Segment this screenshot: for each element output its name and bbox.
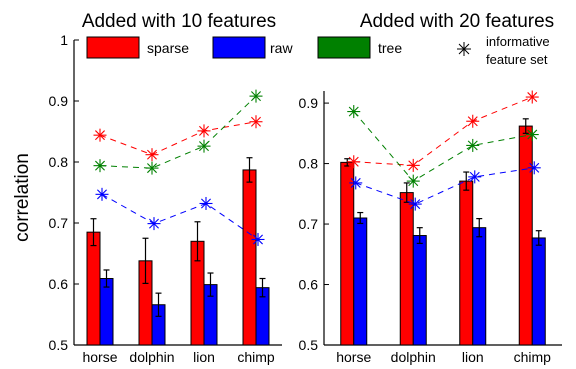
informative-marker-raw-chimp: [527, 161, 541, 175]
legend: sparse raw tree informative feature set: [86, 34, 550, 67]
informative-line-sparse: [353, 96, 533, 166]
informative-marker-sparse-lion: [197, 124, 211, 138]
legend-swatch-tree: [317, 36, 371, 59]
panel-title: Added with 20 features: [360, 11, 554, 32]
legend-label-raw: raw: [270, 40, 293, 56]
y-tick-label: 0.5: [299, 337, 319, 353]
bar-raw-horse: [99, 278, 114, 346]
bar-raw-chimp: [531, 237, 546, 346]
informative-marker-tree-lion: [466, 138, 480, 152]
informative-marker-sparse-lion: [466, 114, 480, 128]
panel-2: Added with 20 features 0.5 0.6 0.7 0.8 0.9 hor…: [299, 11, 562, 365]
informative-marker-tree-dolphin: [406, 174, 420, 188]
legend-swatch-raw: [212, 36, 266, 59]
panel-1: Added with 10 features correlation 0.5 0.6 0…: [12, 11, 282, 365]
y-tick-label: 0.8: [49, 154, 69, 170]
legend-label-tree: tree: [378, 40, 402, 56]
informative-marker-tree-horse: [347, 105, 361, 119]
bar-raw-dolphin: [412, 235, 427, 346]
informative-marker-sparse-dolphin: [145, 148, 159, 162]
informative-marker-raw-dolphin: [147, 217, 161, 231]
informative-marker-sparse-horse: [93, 128, 107, 142]
y-tick-label: 0.9: [49, 93, 69, 109]
y-tick-label: 0.6: [299, 277, 319, 293]
informative-marker-raw-lion: [199, 196, 213, 210]
informative-line-raw: [355, 167, 535, 205]
y-tick-label: 0.5: [49, 337, 69, 353]
bar-sparse-horse: [86, 231, 101, 346]
bar-raw-lion: [472, 227, 487, 346]
legend-swatch-sparse: [86, 36, 140, 59]
x-tick-label: chimp: [237, 349, 275, 365]
x-tick-label: lion: [462, 349, 484, 365]
legend-label-informative: informative: [486, 34, 550, 49]
legend-label-sparse: sparse: [147, 40, 189, 56]
informative-marker-tree-horse: [93, 159, 107, 173]
informative-marker-tree-lion: [197, 139, 211, 153]
informative-marker-tree-chimp: [249, 89, 263, 103]
legend-label-feature-set: feature set: [486, 52, 548, 67]
x-tick-label: horse: [336, 349, 371, 365]
x-tick-label: dolphin: [129, 349, 174, 365]
informative-marker-sparse-chimp: [525, 90, 539, 104]
bar-sparse-chimp: [518, 125, 533, 346]
informative-marker-raw-chimp: [251, 232, 265, 246]
bar-sparse-chimp: [242, 169, 257, 346]
bar-sparse-dolphin: [399, 192, 414, 346]
informative-marker-raw-horse: [95, 187, 109, 201]
x-tick-label: chimp: [514, 349, 552, 365]
x-tick-label: horse: [82, 349, 117, 365]
y-tick-label: 0.7: [299, 216, 319, 232]
informative-line-sparse: [99, 121, 257, 156]
informative-marker-raw-horse: [349, 176, 363, 190]
informative-marker-sparse-dolphin: [406, 158, 420, 172]
y-tick-label: 0.9: [299, 95, 319, 111]
informative-marker-tree-dolphin: [145, 161, 159, 175]
panel-title: Added with 10 features: [82, 11, 276, 32]
y-tick-label: 0.7: [49, 215, 69, 231]
x-tick-label: dolphin: [391, 349, 436, 365]
informative-marker-raw-dolphin: [408, 197, 422, 211]
bar-sparse-horse: [340, 161, 355, 346]
legend-marker-asterisk-icon: [457, 42, 471, 56]
bar-sparse-lion: [459, 180, 474, 346]
informative-line-tree: [99, 95, 257, 169]
y-axis-label: correlation: [12, 153, 33, 242]
informative-marker-raw-lion: [468, 170, 482, 184]
x-tick-label: lion: [193, 349, 215, 365]
y-tick-label: 0.6: [49, 276, 69, 292]
informative-marker-tree-chimp: [525, 128, 539, 142]
bar-raw-horse: [353, 217, 368, 346]
informative-marker-sparse-horse: [347, 155, 361, 169]
y-tick-label: 1: [60, 32, 68, 48]
informative-line-raw: [101, 193, 259, 240]
informative-line-tree: [353, 111, 533, 182]
y-tick-label: 0.8: [299, 156, 319, 172]
informative-marker-sparse-chimp: [249, 115, 263, 129]
